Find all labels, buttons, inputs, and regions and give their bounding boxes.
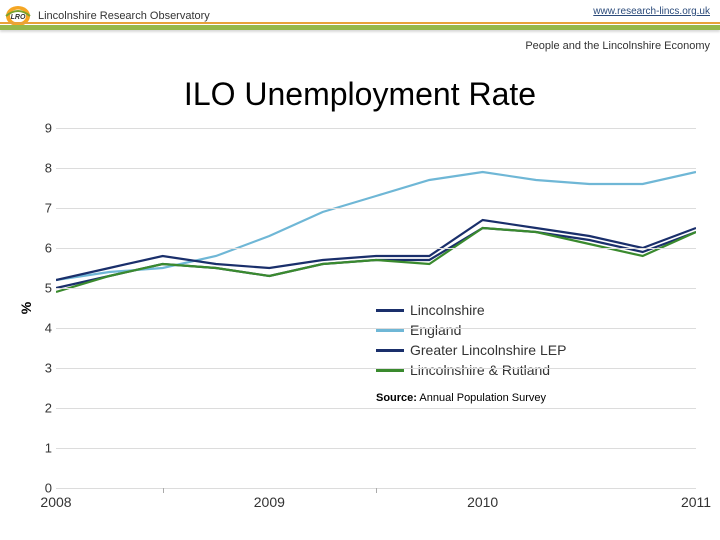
- gridline: [56, 448, 696, 449]
- y-tick: 7: [38, 201, 52, 216]
- legend-item: Lincolnshire: [376, 300, 566, 320]
- y-tick: 6: [38, 241, 52, 256]
- org-name: Lincolnshire Research Observatory: [38, 10, 210, 22]
- line-chart: % LincolnshireEnglandGreater Lincolnshir…: [56, 128, 696, 488]
- legend-label: Lincolnshire & Rutland: [410, 362, 550, 378]
- breadcrumb: People and the Lincolnshire Economy: [525, 40, 710, 52]
- x-tick: 2008: [40, 494, 71, 510]
- legend-item: Greater Lincolnshire LEP: [376, 340, 566, 360]
- legend-label: Greater Lincolnshire LEP: [410, 342, 566, 358]
- y-tick: 9: [38, 121, 52, 136]
- gridline: [56, 368, 696, 369]
- gridline: [56, 288, 696, 289]
- gridline: [56, 248, 696, 249]
- legend-swatch: [376, 309, 404, 312]
- legend-item: Lincolnshire & Rutland: [376, 360, 566, 380]
- chart-title: ILO Unemployment Rate: [0, 76, 720, 113]
- legend-label: England: [410, 322, 461, 338]
- legend-label: Lincolnshire: [410, 302, 485, 318]
- gridline: [56, 168, 696, 169]
- org-url-link[interactable]: www.research-lincs.org.uk: [593, 6, 710, 17]
- x-tick: 2010: [467, 494, 498, 510]
- gridline: [56, 128, 696, 129]
- y-tick: 1: [38, 441, 52, 456]
- x-tick-mark: [376, 488, 377, 493]
- y-tick: 3: [38, 361, 52, 376]
- gridline: [56, 328, 696, 329]
- y-tick: 5: [38, 281, 52, 296]
- x-tick: 2009: [254, 494, 285, 510]
- y-tick: 2: [38, 401, 52, 416]
- legend-swatch: [376, 349, 404, 352]
- y-tick: 8: [38, 161, 52, 176]
- svg-text:LRO: LRO: [11, 14, 26, 21]
- header: LRO Lincolnshire Research Observatory ww…: [0, 0, 720, 32]
- x-tick: 2011: [681, 494, 711, 510]
- gridline: [56, 408, 696, 409]
- accent-bar: [0, 22, 720, 32]
- y-axis-label: %: [18, 302, 34, 314]
- source-text: Source: Annual Population Survey: [376, 392, 546, 404]
- legend-item: England: [376, 320, 566, 340]
- series-line: [56, 220, 696, 280]
- gridline: [56, 208, 696, 209]
- x-tick-mark: [163, 488, 164, 493]
- series-line: [56, 172, 696, 280]
- y-tick: 4: [38, 321, 52, 336]
